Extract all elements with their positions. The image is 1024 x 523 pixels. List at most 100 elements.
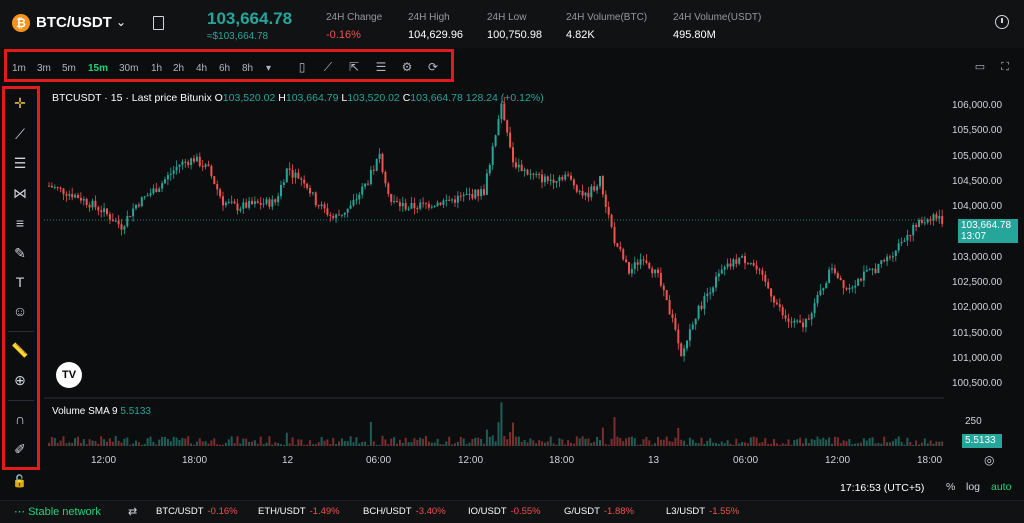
document-icon[interactable] [153, 16, 164, 30]
volume-bar [813, 439, 816, 446]
volume-bar [459, 436, 462, 446]
candle-body [822, 288, 825, 291]
ticker-item[interactable]: BCH/USDT -3.40% [363, 506, 446, 517]
candle-body [610, 214, 613, 227]
tf-1h[interactable]: 1h [151, 63, 163, 74]
candle-body [561, 177, 564, 180]
candle-body [543, 176, 546, 183]
candle-body [741, 256, 744, 258]
volume-bar [781, 443, 784, 446]
volume-bar [738, 443, 741, 446]
candle-body [732, 259, 735, 267]
volume-bar [471, 439, 474, 446]
candle-body [291, 169, 294, 178]
list-icon[interactable]: ☰ [375, 60, 387, 74]
y-tick: 106,000.00 [952, 100, 1003, 111]
candle-body [245, 202, 248, 208]
candle-body [480, 189, 483, 197]
tf-8h[interactable]: 8h [242, 63, 254, 74]
tf-15m[interactable]: 15m [88, 63, 109, 74]
horizontal-lines-icon[interactable]: ☰ [13, 155, 27, 171]
candle-body [219, 189, 222, 197]
volume-bar [900, 441, 903, 446]
percent-toggle[interactable]: % [946, 481, 956, 493]
trend-line-icon[interactable]: ⟋ [15, 126, 25, 142]
timer-icon[interactable] [995, 15, 1009, 29]
volume-bar [433, 442, 436, 446]
candle-body [929, 219, 932, 221]
candle-body [787, 318, 790, 322]
time-readout[interactable]: 17:16:53 (UTC+5) [840, 482, 925, 494]
ticker-item[interactable]: BTC/USDT -0.16% [156, 506, 238, 517]
auto-toggle[interactable]: auto [991, 481, 1012, 493]
candle-body [100, 210, 103, 213]
ticker-settings-icon[interactable]: ⇄ [128, 506, 138, 518]
ticker-item[interactable]: IO/USDT -0.55% [468, 506, 541, 517]
candle-body [564, 174, 567, 180]
ticker-item[interactable]: L3/USDT -1.55% [666, 506, 739, 517]
volume-bar [50, 437, 53, 446]
candle-body [926, 219, 929, 223]
zoom-in-icon[interactable]: ⊕ [14, 372, 26, 388]
share-icon[interactable]: ⇱ [348, 60, 360, 74]
emoji-icon[interactable]: ☺ [12, 303, 28, 319]
price-chart[interactable] [44, 86, 944, 446]
stat-value: 495.80M [673, 29, 716, 41]
fib-icon[interactable]: ≡ [15, 215, 25, 231]
refresh-icon[interactable]: ⟳ [427, 60, 439, 74]
gear-icon[interactable]: ⚙ [401, 60, 413, 74]
stat-24h-low: 24H Low 100,750.98 [487, 12, 542, 41]
indicator-icon[interactable]: ⟋ [323, 60, 333, 74]
tf-3m[interactable]: 3m [37, 63, 51, 74]
tf-2h[interactable]: 2h [173, 63, 185, 74]
candle-body [593, 186, 596, 191]
tf-more-dropdown[interactable]: ▾ [266, 63, 272, 74]
candle-body [268, 199, 271, 207]
tf-30m[interactable]: 30m [119, 63, 139, 74]
magnet-icon[interactable]: ∩ [14, 411, 26, 427]
candle-body [216, 184, 219, 190]
unlock-icon[interactable]: 🔓 [12, 474, 27, 488]
candle-body [53, 187, 56, 189]
layout-icon[interactable]: ▭ [974, 61, 986, 73]
tf-6h[interactable]: 6h [219, 63, 231, 74]
tf-1m[interactable]: 1m [12, 63, 26, 74]
candle-type-icon[interactable]: ▯ [298, 60, 306, 74]
fullscreen-icon[interactable]: ⛶ [1001, 61, 1009, 73]
pattern-icon[interactable]: ⋈ [13, 185, 27, 201]
candle-body [868, 269, 871, 271]
settings-circle-icon[interactable]: ◎ [984, 453, 995, 467]
candle-body [314, 192, 317, 206]
candle-body [477, 189, 480, 197]
tradingview-logo-icon[interactable]: TV [56, 362, 82, 388]
log-toggle[interactable]: log [966, 481, 981, 493]
volume-bar [616, 436, 619, 446]
candle-body [549, 179, 552, 181]
brush-icon[interactable]: ✎ [14, 245, 26, 261]
volume-bar [239, 443, 242, 446]
volume-bar [343, 441, 346, 446]
text-icon[interactable]: T [15, 274, 25, 290]
ticker-item[interactable]: ETH/USDT -1.49% [258, 506, 340, 517]
candle-body [517, 164, 520, 168]
volume-bar [520, 441, 523, 446]
volume-bar [398, 439, 401, 446]
volume-bar [758, 442, 761, 446]
pair-selector[interactable]: BTC/USDT [36, 14, 112, 31]
tf-4h[interactable]: 4h [196, 63, 208, 74]
chevron-down-icon[interactable]: ⌄ [116, 15, 127, 29]
crosshair-icon[interactable]: ✛ [14, 95, 26, 111]
ruler-icon[interactable]: 📏 [11, 342, 29, 358]
lock-drawing-icon[interactable]: ✐ [14, 441, 26, 457]
volume-bar [169, 441, 172, 446]
candle-body [439, 202, 442, 205]
ticker-item[interactable]: G/USDT -1.88% [564, 506, 634, 517]
x-tick: 18:00 [182, 455, 208, 466]
volume-bar [587, 438, 590, 446]
volume-bar [242, 438, 245, 446]
volume-bar [700, 437, 703, 446]
tf-5m[interactable]: 5m [62, 63, 76, 74]
x-tick: 12:00 [91, 455, 117, 466]
volume-bar [274, 442, 277, 446]
volume-bar [723, 443, 726, 446]
